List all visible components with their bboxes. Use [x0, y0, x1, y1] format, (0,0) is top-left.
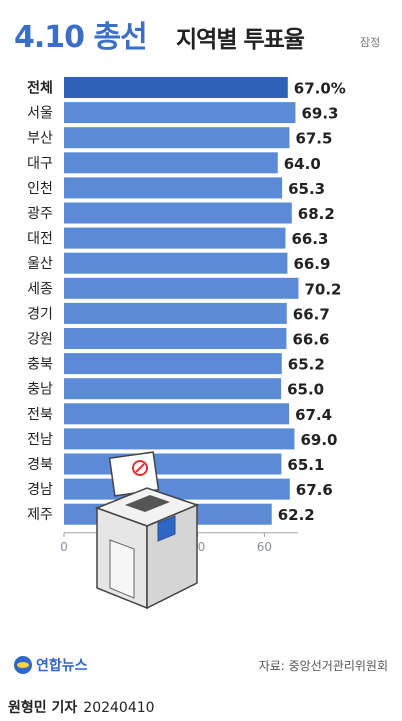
category-label-4: 인천 — [27, 181, 53, 197]
bar-1 — [64, 102, 296, 124]
category-label-0: 전체 — [27, 80, 53, 97]
bar-16 — [64, 478, 290, 500]
bar-15 — [64, 453, 282, 475]
category-label-5: 광주 — [27, 206, 53, 222]
value-label-6: 66.3 — [291, 230, 328, 248]
value-label-5: 68.2 — [298, 205, 335, 223]
category-label-14: 전남 — [27, 432, 53, 448]
category-label-15: 경북 — [27, 457, 53, 473]
bar-14 — [64, 428, 295, 450]
category-label-7: 울산 — [27, 256, 53, 272]
value-label-12: 65.0 — [287, 381, 324, 399]
bar-4 — [64, 177, 283, 199]
value-label-4: 65.3 — [288, 180, 325, 198]
bar-7 — [64, 252, 288, 274]
value-label-0: 67.0% — [294, 80, 346, 98]
publish-date: 20240410 — [83, 700, 155, 716]
value-label-11: 65.2 — [288, 356, 325, 374]
turnout-bar-chart: 전체 67.0% 서울 69.3 부산 67.5 대구 64.0 인천 65.3 광주 68.2 대전 6… — [27, 77, 346, 610]
category-label-17: 제주 — [27, 507, 53, 523]
chart-subtitle: 지역별 투표율 — [176, 27, 305, 53]
category-label-16: 경남 — [27, 482, 53, 498]
provisional-note: 잠정 — [360, 36, 381, 49]
bar-5 — [64, 202, 292, 224]
category-label-6: 대전 — [27, 231, 53, 247]
logo-mark-icon — [14, 656, 32, 674]
value-label-9: 66.7 — [293, 305, 330, 323]
bar-12 — [64, 378, 282, 400]
header: 4.10 총선 지역별 투표율 잠정 — [0, 0, 402, 64]
logo-text: 연합뉴스 — [36, 658, 88, 674]
value-label-16: 67.6 — [296, 481, 333, 499]
value-label-17: 62.2 — [278, 506, 315, 524]
value-label-15: 65.1 — [287, 456, 324, 474]
category-label-9: 경기 — [27, 306, 53, 322]
value-label-2: 67.5 — [295, 130, 332, 148]
category-label-13: 전북 — [27, 407, 53, 423]
bar-13 — [64, 403, 290, 425]
ballot-box-icon — [94, 451, 200, 610]
x-tick-label-3: 60 — [257, 540, 272, 554]
value-label-14: 69.0 — [300, 431, 337, 449]
bar-11 — [64, 353, 282, 375]
value-label-7: 66.9 — [293, 255, 330, 273]
bar-9 — [64, 302, 287, 324]
chart-title: 4.10 총선 — [14, 20, 148, 55]
category-label-11: 충북 — [27, 357, 53, 373]
bar-0 — [64, 77, 288, 98]
category-label-1: 서울 — [27, 106, 53, 122]
credit-line: 원형민 기자 20240410 — [8, 697, 155, 717]
yonhap-logo: 연합뉴스 — [14, 652, 88, 678]
category-label-3: 대구 — [27, 156, 53, 172]
value-label-10: 66.6 — [292, 331, 329, 349]
category-label-8: 세종 — [27, 281, 53, 297]
value-label-8: 70.2 — [304, 280, 341, 298]
bar-8 — [64, 277, 299, 299]
bar-10 — [64, 328, 287, 349]
category-label-10: 강원 — [27, 332, 53, 348]
value-label-3: 64.0 — [284, 155, 321, 173]
bar-3 — [64, 152, 278, 174]
value-label-1: 69.3 — [301, 105, 338, 123]
category-label-2: 부산 — [27, 131, 53, 147]
bar-2 — [64, 127, 290, 149]
category-label-12: 충남 — [27, 382, 53, 398]
x-tick-label-0: 0 — [60, 540, 68, 554]
value-label-13: 67.4 — [295, 406, 332, 424]
reporter-name: 원형민 기자 — [8, 700, 78, 716]
data-source: 자료: 중앙선거관리위원회 — [258, 659, 388, 673]
bar-6 — [64, 227, 286, 249]
